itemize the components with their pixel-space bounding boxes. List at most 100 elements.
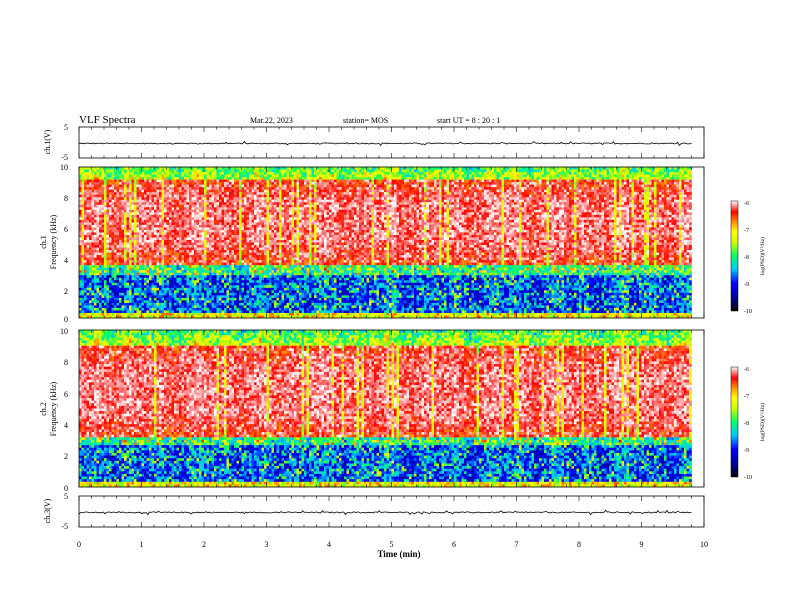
spectrogram-cell [112, 250, 115, 253]
spectrogram-cell [107, 210, 110, 213]
spectrogram-cell [114, 207, 117, 210]
spectrogram-cell [87, 182, 90, 185]
spectrogram-cell [124, 220, 127, 223]
spectrogram-cell [99, 280, 102, 283]
spectrogram-cell [127, 265, 130, 268]
spectrogram-cell [99, 222, 102, 225]
spectrogram-cell [104, 273, 107, 276]
spectrogram-cell [87, 232, 90, 235]
spectrogram-cell [97, 303, 100, 306]
spectrogram-cell [109, 202, 112, 205]
spectrogram-cell [94, 250, 97, 253]
spectrogram-cell [104, 305, 107, 308]
spectrogram-cell [94, 227, 97, 230]
spectrogram-cell [124, 205, 127, 208]
spectrogram-cell [87, 313, 90, 316]
spectrogram-cell [127, 205, 130, 208]
spectrogram-cell [114, 217, 117, 220]
spectrogram-cell [114, 215, 117, 218]
spectrogram-cell [92, 212, 95, 215]
spectrogram-cell [82, 313, 85, 316]
spectrogram-cell [84, 200, 87, 203]
spectrogram-cell [79, 308, 82, 311]
spectrogram-cell [127, 200, 130, 203]
spectrogram-cell [104, 187, 107, 190]
spectrogram-cell [87, 263, 90, 266]
spectrogram-cell [127, 210, 130, 213]
spectrogram-cell [107, 268, 110, 271]
spectrogram-cell [89, 260, 92, 263]
spectrogram-cell [112, 273, 115, 276]
spectrogram-cell [97, 250, 100, 253]
spectrogram-cell [117, 288, 120, 291]
spectrogram-cell [127, 278, 130, 281]
spectrogram-cell [112, 255, 115, 258]
spectrogram-cell [112, 288, 115, 291]
spectrogram-cell [92, 170, 95, 173]
spectrogram-cell [122, 278, 125, 281]
spectrogram-cell [124, 177, 127, 180]
spectrogram-cell [92, 172, 95, 175]
spectrogram-cell [124, 275, 127, 278]
spectrogram-cell [124, 303, 127, 306]
spectrogram-cell [107, 283, 110, 286]
spectrogram-cell [122, 260, 125, 263]
spectrogram-cell [79, 250, 82, 253]
spectrogram-cell [87, 250, 90, 253]
spectrogram-cell [124, 240, 127, 243]
spectrogram-cell [97, 217, 100, 220]
spectrogram-cell [104, 182, 107, 185]
spectrogram-cell [117, 217, 120, 220]
spectrogram-cell [84, 177, 87, 180]
spectrogram-cell [107, 212, 110, 215]
ch1-waveform-ticks [79, 127, 704, 158]
spectrogram-cell [124, 243, 127, 246]
spectrogram-cell [114, 205, 117, 208]
spectrogram-cell [92, 313, 95, 316]
spectrogram-cell [97, 268, 100, 271]
spectrogram-cell [97, 300, 100, 303]
spectrogram-cell [122, 283, 125, 286]
spectrogram-cell [89, 300, 92, 303]
spectrogram-cell [114, 187, 117, 190]
spectrogram-cell [89, 212, 92, 215]
spectrogram-cell [112, 195, 115, 198]
spectrogram-cell [104, 215, 107, 218]
spectrogram-cell [79, 215, 82, 218]
spectrogram-cell [109, 280, 112, 283]
spectrogram-cell [122, 197, 125, 200]
spectrogram-cell [117, 253, 120, 256]
spectrogram-cell [122, 270, 125, 273]
spectrogram-cell [109, 185, 112, 188]
spectrogram-cell [117, 220, 120, 223]
spectrogram-cell [107, 202, 110, 205]
spectrogram-cell [87, 265, 90, 268]
ch1-waveform-ylabel: ch.1(V) [43, 129, 52, 154]
spectrogram-cell [112, 285, 115, 288]
spectrogram-cell [114, 235, 117, 238]
spectrogram-cell [114, 278, 117, 281]
spectrogram-cell [109, 175, 112, 178]
spectrogram-cell [79, 210, 82, 213]
spectrogram-cell [129, 175, 132, 178]
spectrogram-cell [79, 303, 82, 306]
spectrogram-cell [122, 187, 125, 190]
spectrogram-cell [107, 175, 110, 178]
spectrogram-cell [97, 170, 100, 173]
spectrogram-cell [99, 230, 102, 233]
spectrogram-cell [102, 182, 105, 185]
spectrogram-cell [119, 313, 122, 316]
spectrogram-cell [84, 235, 87, 238]
spectrogram-cell [112, 217, 115, 220]
spectrogram-cell [114, 288, 117, 291]
spectrogram-cell [112, 225, 115, 228]
spectrogram-cell [94, 245, 97, 248]
spectrogram-cell [114, 248, 117, 251]
spectrogram-cell [124, 225, 127, 228]
spectrogram-cell [102, 192, 105, 195]
spectrogram-cell [89, 253, 92, 256]
spectrogram-cell [94, 308, 97, 311]
spectrogram-cell [97, 290, 100, 293]
spectrogram-cell [92, 185, 95, 188]
spectrogram-cell [104, 298, 107, 301]
